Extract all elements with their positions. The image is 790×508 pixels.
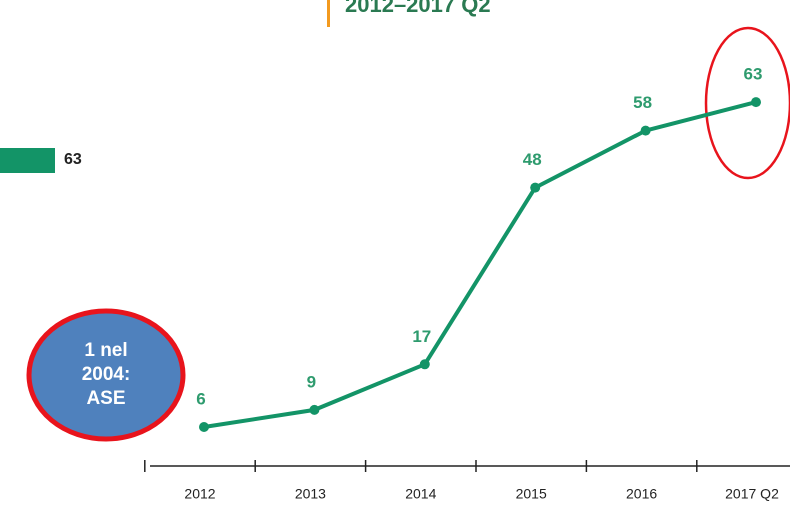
point <box>419 359 430 370</box>
data-label: 17 <box>412 327 431 346</box>
highlight-ellipse <box>704 26 790 180</box>
data-label: 48 <box>523 150 542 169</box>
title-accent <box>327 0 330 27</box>
x-tick-label: 2014 <box>405 486 436 502</box>
x-tick-label: 2012 <box>184 486 215 502</box>
line <box>203 100 757 429</box>
point <box>751 97 761 108</box>
point <box>309 404 320 415</box>
point <box>199 422 209 432</box>
x-tick-label: 2013 <box>295 486 326 502</box>
annotation-text: 1 nel <box>84 340 127 361</box>
chart-title: 2012–2017 Q2 <box>345 0 491 17</box>
annotation-text: ASE <box>86 388 125 409</box>
data-label: 6 <box>196 389 205 408</box>
data-label: 58 <box>633 93 652 112</box>
data-label: 63 <box>64 151 82 168</box>
point <box>640 125 651 136</box>
data-label: 9 <box>307 372 316 391</box>
annotation-circle <box>26 308 186 442</box>
x-tick-label: 2017 Q2 <box>725 486 779 502</box>
annotation-text: 2004: <box>82 364 131 385</box>
data-label: 63 <box>744 65 763 84</box>
x-tick-label: 2015 <box>516 486 547 502</box>
point <box>530 182 541 193</box>
x-tick-label: 2016 <box>626 486 657 502</box>
bar <box>0 148 55 173</box>
